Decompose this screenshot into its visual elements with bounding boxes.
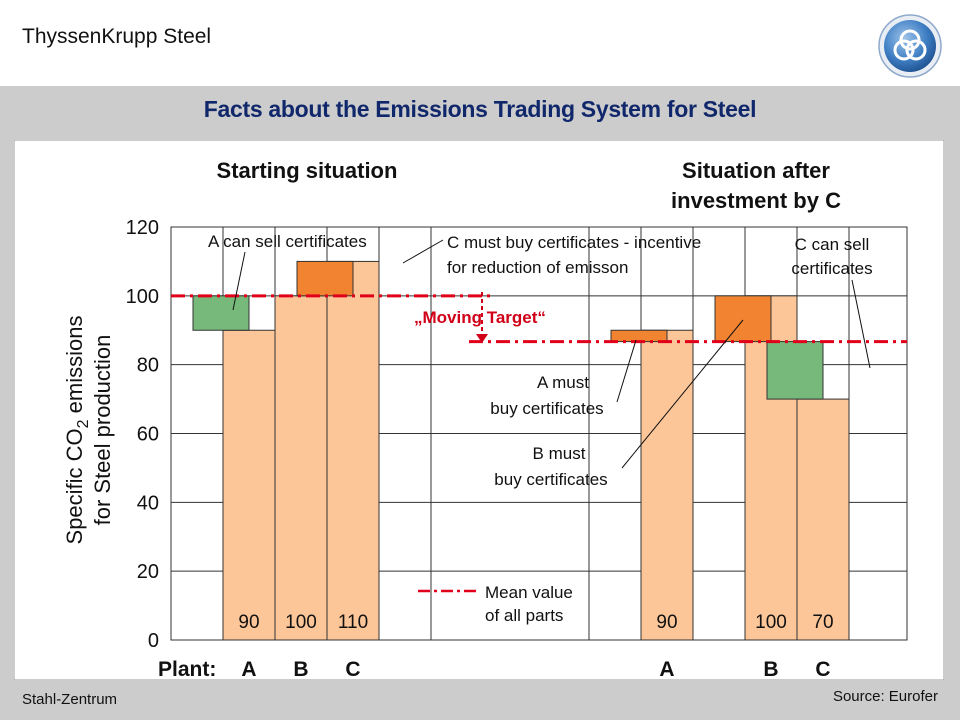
annotation-c-buy-1: C must buy certificates - incentive <box>447 233 701 252</box>
legend-mean-2: of all parts <box>485 606 563 625</box>
thyssenkrupp-logo-icon <box>877 13 943 84</box>
pointer-c-buy <box>402 239 444 264</box>
plant-axis-label: Plant: <box>158 658 216 680</box>
plant-label: A <box>659 658 674 680</box>
footer-stahl-zentrum: Stahl-Zentrum <box>22 691 118 708</box>
bar-value-label: 100 <box>755 612 787 633</box>
y-tick-label: 40 <box>137 492 159 514</box>
footer-source: Source: Eurofer <box>832 688 938 705</box>
annotation-b-buy-2: buy certificates <box>494 470 607 489</box>
annotation-a-sell: A can sell certificates <box>208 232 367 251</box>
y-tick-label: 20 <box>137 561 159 583</box>
buy-certificate-box <box>296 260 354 297</box>
pointer-c-sell <box>851 279 871 369</box>
bar-start-c <box>326 260 380 641</box>
bar-value-label: 90 <box>656 612 677 633</box>
y-tick-label: 0 <box>148 630 159 652</box>
sell-certificate-box <box>192 295 250 331</box>
section-title-start: Starting situation <box>217 158 398 183</box>
bar-start-b <box>274 295 328 641</box>
mean-lines <box>171 294 907 344</box>
bar-after-a <box>640 329 694 641</box>
bar-value-label: 100 <box>285 612 317 633</box>
annotation-moving-target: „Moving Target“ <box>414 308 546 327</box>
y-tick-label: 100 <box>126 286 159 308</box>
annotation-c-buy-2: for reduction of emisson <box>447 258 628 277</box>
annotation-a-buy-2: buy certificates <box>490 399 603 418</box>
pointer-a-sell <box>232 251 246 311</box>
section-title-after-2: investment by C <box>671 188 841 213</box>
legend-mean-1: Mean value <box>485 583 573 602</box>
buy-certificate-box <box>610 329 668 343</box>
annotation-c-sell-2: certificates <box>791 259 872 278</box>
plant-label: C <box>345 658 360 680</box>
buy-certificate-box <box>714 295 772 343</box>
bar-value-label: 70 <box>812 612 833 633</box>
y-tick-label: 60 <box>137 424 159 446</box>
plant-label: B <box>763 658 778 680</box>
y-tick-label: 80 <box>137 355 159 377</box>
plant-label: B <box>293 658 308 680</box>
pointer-a-buy <box>616 339 637 403</box>
bar-start-a <box>222 329 276 641</box>
bars <box>222 260 850 641</box>
bar-after-c <box>796 398 850 641</box>
moving-target-arrow-head <box>476 334 488 343</box>
annotation-a-buy-1: A must <box>537 373 589 392</box>
header: ThyssenKrupp Steel <box>0 0 960 86</box>
y-tick-labels: 0 20 40 60 80 100 120 <box>126 217 159 652</box>
plant-label: A <box>241 658 256 680</box>
section-title-after-1: Situation after <box>682 158 830 183</box>
plant-label: C <box>815 658 830 680</box>
emissions-chart: 0 20 40 60 80 100 120 90 100 110 90 100 70 A B C A B C S… <box>13 139 945 685</box>
y-axis-title-2: for Steel production <box>90 335 115 526</box>
pointer-b-buy <box>621 319 744 469</box>
bar-value-label: 110 <box>338 612 368 633</box>
y-tick-label: 120 <box>126 217 159 239</box>
annotation-b-buy-1: B must <box>533 444 586 463</box>
certificate-boxes <box>192 260 824 400</box>
slide-title: Facts about the Emissions Trading System… <box>203 96 757 122</box>
bar-value-label: 90 <box>238 612 259 633</box>
company-name: ThyssenKrupp Steel <box>22 25 212 48</box>
bar-value-labels: 90 100 110 90 100 70 <box>238 612 833 633</box>
sell-certificate-box <box>766 341 824 400</box>
y-axis-title-1: Specific CO2 emissions <box>62 316 92 545</box>
annotation-c-sell-1: C can sell <box>795 235 870 254</box>
chart-svg: 0 20 40 60 80 100 120 90 100 110 90 100 70 A B C A B C S… <box>13 139 945 681</box>
